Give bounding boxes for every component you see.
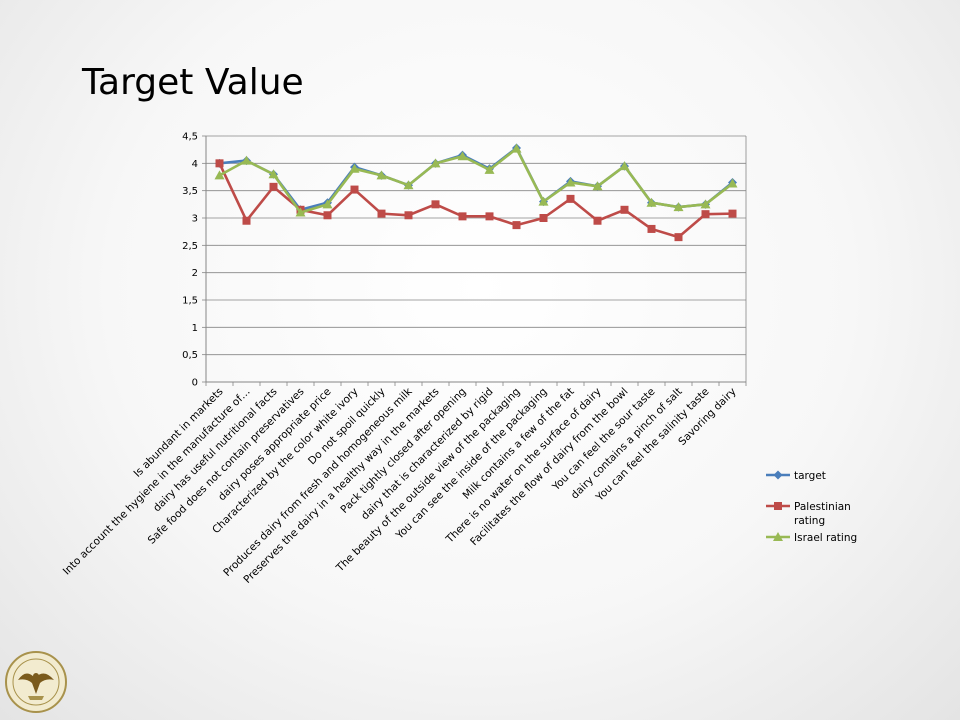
data-point [214, 170, 225, 180]
data-point [241, 155, 252, 165]
legend-marker [773, 532, 783, 541]
legend-label: target [794, 470, 826, 482]
y-tick-label: 2 [192, 268, 198, 279]
data-point [619, 161, 630, 171]
series-line [218, 147, 734, 214]
data-point [512, 221, 521, 230]
data-point [484, 164, 495, 174]
data-point [727, 178, 738, 188]
data-point [538, 196, 549, 206]
gridlines [202, 135, 746, 383]
data-point [268, 169, 279, 179]
legend-entry: Palestinian rating [766, 501, 851, 527]
series-line [218, 162, 733, 239]
data-point [458, 212, 467, 221]
y-tick-label: 4 [192, 159, 198, 170]
data-point [349, 163, 360, 173]
data-point [404, 211, 413, 220]
data-point [593, 216, 602, 225]
legend: target Palestinian rating Israel rating [766, 470, 857, 544]
legend-label: Palestinian rating [794, 501, 851, 527]
data-point [646, 197, 657, 207]
data-point [620, 205, 629, 214]
data-point [269, 182, 278, 191]
data-point [322, 199, 333, 209]
axes [205, 136, 747, 383]
series-2 [214, 143, 738, 217]
data-point [457, 151, 468, 161]
y-tick-label: 0,5 [182, 350, 198, 361]
x-tick-label: Into account the hygiene in the manufact… [61, 386, 253, 578]
y-tick-label: 3 [192, 214, 198, 225]
data-point [377, 209, 386, 218]
data-point [647, 224, 656, 233]
y-tick-label: 0 [192, 378, 198, 389]
data-point [728, 209, 737, 218]
legend-marker [773, 470, 783, 480]
legend-entry: Israel rating [766, 532, 857, 544]
slide-title: Target Value [82, 62, 304, 103]
y-tick-label: 1,5 [182, 296, 198, 307]
data-point [592, 181, 603, 191]
data-point [242, 216, 251, 225]
y-axis-tick-labels: 0 0,5 1 1,5 2 2,5 3 3,5 4 4,5 [182, 132, 198, 389]
data-point [323, 211, 332, 220]
legend-marker [774, 502, 782, 510]
legend-label: Israel rating [794, 532, 857, 544]
y-tick-label: 4,5 [182, 132, 198, 143]
data-point [511, 143, 522, 153]
data-point [565, 177, 576, 187]
data-point [350, 185, 359, 194]
data-point [403, 180, 414, 190]
legend-entry: target [766, 470, 826, 482]
y-tick-label: 1 [192, 323, 198, 334]
data-point [215, 159, 224, 168]
y-tick-label: 3,5 [182, 186, 198, 197]
data-point [430, 158, 441, 168]
eagle-seal-icon [5, 651, 67, 713]
data-point [539, 214, 548, 222]
data-point [431, 200, 440, 209]
series-lines [214, 143, 738, 242]
data-point [566, 194, 575, 203]
data-point [674, 233, 683, 242]
data-point [700, 199, 711, 209]
data-point [295, 207, 306, 217]
data-point [701, 210, 710, 219]
y-tick-label: 2,5 [182, 241, 198, 252]
data-point [673, 202, 684, 212]
data-point [485, 212, 494, 221]
data-point [376, 170, 387, 180]
series-line [219, 146, 734, 212]
